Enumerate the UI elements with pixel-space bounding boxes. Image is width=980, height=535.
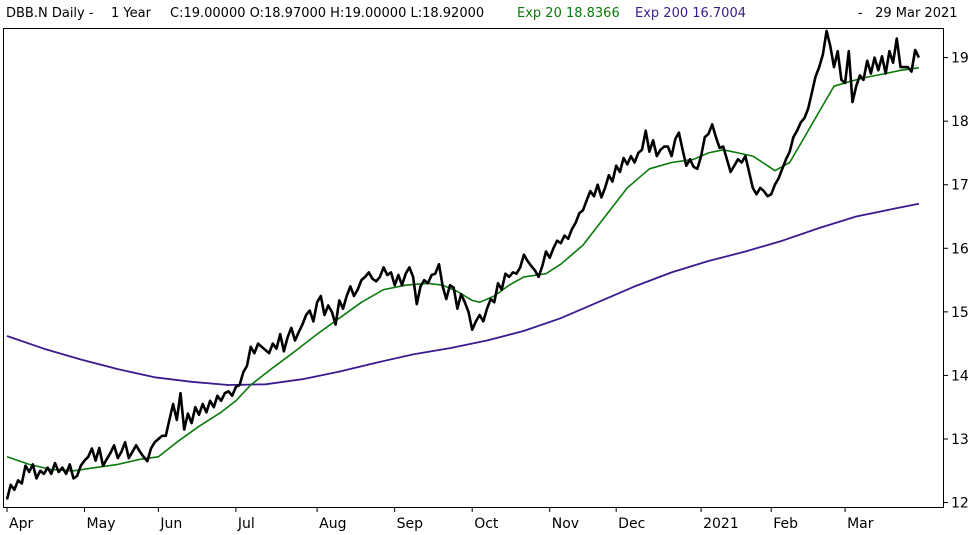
y-tick-label: 17 bbox=[951, 178, 969, 194]
x-tick-label: Jun bbox=[159, 516, 182, 532]
x-tick-label: Jul bbox=[237, 516, 255, 532]
x-tick-label: 2021 bbox=[703, 516, 739, 532]
x-tick-label: Nov bbox=[552, 516, 579, 532]
symbol-label: DBB.N Daily - bbox=[6, 6, 94, 21]
x-axis: Apr May Jun Jul Aug Sep Oct Nov Dec 2021 Feb Mar bbox=[6, 507, 874, 532]
y-tick-label: 14 bbox=[951, 368, 969, 384]
period-label: 1 Year bbox=[111, 6, 151, 21]
y-tick-label: 12 bbox=[951, 496, 969, 512]
plot-frame bbox=[3, 28, 944, 508]
y-tick-label: 18 bbox=[951, 114, 969, 130]
ema200-line bbox=[6, 202, 920, 386]
x-tick-label: Dec bbox=[618, 516, 645, 532]
ohlc-readout: C:19.00000 O:18.97000 H:19.00000 L:18.92… bbox=[170, 6, 485, 21]
ema200-readout: Exp 200 16.7004 bbox=[635, 6, 746, 21]
x-tick-label: Oct bbox=[474, 516, 499, 532]
x-tick-label: Feb bbox=[773, 516, 798, 532]
x-tick-label: May bbox=[87, 516, 116, 532]
x-tick-label: Aug bbox=[319, 516, 346, 532]
x-tick-label: Sep bbox=[397, 516, 424, 532]
ema20-line bbox=[6, 67, 920, 472]
y-tick-label: 15 bbox=[951, 305, 969, 321]
x-tick-label: Apr bbox=[9, 516, 33, 532]
price-line bbox=[5, 29, 921, 500]
date-label: - 29 Mar 2021 bbox=[858, 6, 958, 21]
ema20-readout: Exp 20 18.8366 bbox=[517, 6, 620, 21]
series-layer bbox=[5, 29, 921, 500]
x-tick-label: Mar bbox=[847, 516, 874, 532]
y-tick-label: 13 bbox=[951, 432, 969, 448]
y-tick-label: 16 bbox=[951, 241, 969, 257]
y-tick-label: 19 bbox=[951, 51, 969, 67]
y-axis: 12 13 14 15 16 17 18 19 bbox=[943, 51, 969, 512]
